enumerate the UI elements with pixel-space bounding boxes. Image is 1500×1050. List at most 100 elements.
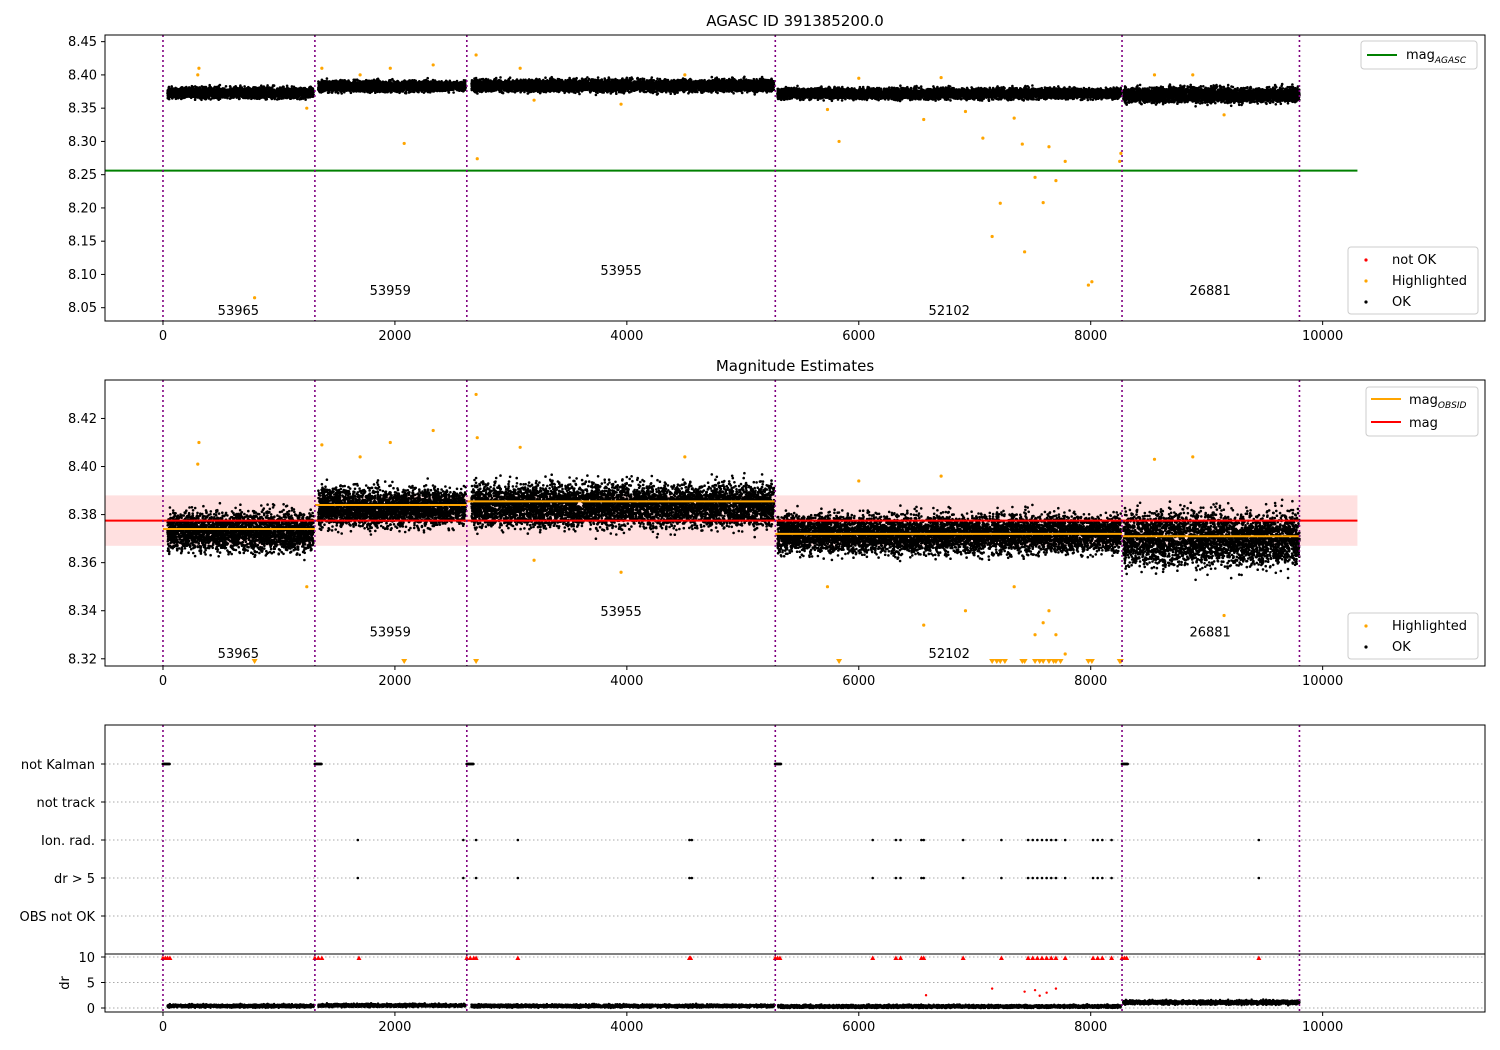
ok-point: [174, 93, 177, 96]
ok-point: [213, 89, 216, 92]
ok-point: [221, 94, 224, 97]
ok-point: [186, 93, 189, 96]
ok-point: [251, 90, 254, 93]
ok-point: [252, 96, 255, 99]
ok-point: [245, 91, 248, 94]
ok-point: [215, 96, 218, 99]
panel-agasc-title: AGASC ID 391385200.0: [706, 12, 884, 30]
ok-point: [182, 92, 185, 95]
ok-point: [225, 85, 228, 88]
ok-point: [229, 85, 232, 88]
ok-point: [298, 98, 301, 101]
ok-point: [234, 91, 237, 94]
ok-point: [309, 95, 312, 98]
ok-point: [311, 95, 314, 98]
ok-point: [257, 94, 260, 97]
ok-point: [279, 95, 282, 98]
ok-point: [207, 92, 210, 95]
ok-point: [293, 86, 296, 89]
ok-point: [303, 90, 306, 93]
ok-point: [171, 96, 174, 99]
ok-point: [188, 91, 191, 94]
ok-point: [273, 93, 276, 96]
ok-point: [181, 97, 184, 100]
ok-point: [243, 96, 246, 99]
ok-point: [234, 85, 237, 88]
ok-point: [215, 86, 218, 89]
ok-point: [305, 93, 308, 96]
ok-point: [282, 96, 285, 99]
ok-point: [277, 88, 280, 91]
ok-point: [302, 97, 305, 100]
ok-point: [200, 93, 203, 96]
ok-point: [249, 90, 252, 93]
ok-point: [264, 94, 267, 97]
ok-point: [246, 95, 249, 98]
ok-point: [302, 95, 305, 98]
ok-point: [194, 98, 197, 101]
ok-point: [197, 88, 200, 91]
ok-point: [238, 97, 241, 100]
ok-point: [292, 97, 295, 100]
ok-point: [178, 96, 181, 99]
ok-point: [197, 91, 200, 94]
ok-point: [279, 86, 282, 89]
ok-point: [277, 92, 280, 95]
ok-point: [192, 91, 195, 94]
ok-point: [243, 88, 246, 91]
ok-point: [270, 89, 273, 92]
ok-point: [285, 95, 288, 98]
ok-point: [275, 91, 278, 94]
ok-point: [301, 89, 304, 92]
ok-point: [272, 84, 275, 87]
ok-point: [266, 98, 269, 101]
ok-point: [253, 86, 256, 89]
ok-point: [232, 91, 235, 94]
ok-point: [194, 94, 197, 97]
ok-point: [242, 93, 245, 96]
ok-point: [303, 87, 306, 90]
ok-point: [259, 90, 262, 93]
ok-point: [306, 88, 309, 91]
ok-point: [197, 96, 200, 99]
ok-point: [168, 86, 171, 89]
ok-point: [238, 95, 241, 98]
panel-agasc: AGASC ID 391385200.0 0 2000 4000 6000 8000 10…: [68, 12, 1485, 344]
ok-point: [249, 95, 252, 98]
ok-point: [219, 84, 222, 87]
ok-point: [286, 93, 289, 96]
ok-point: [167, 97, 170, 100]
ok-point: [194, 85, 197, 88]
ok-point: [284, 89, 287, 92]
ok-point: [289, 91, 292, 94]
ok-point: [230, 96, 233, 99]
ok-point: [231, 88, 234, 91]
ok-point: [174, 89, 177, 92]
ok-point: [202, 87, 205, 90]
panel-agasc-data: [105, 35, 1357, 321]
ok-point: [282, 86, 285, 89]
ok-point: [170, 92, 173, 95]
ok-point: [243, 85, 246, 88]
ok-point: [177, 92, 180, 95]
ok-point: [260, 84, 263, 87]
ok-point: [236, 89, 239, 92]
ok-point: [296, 98, 299, 101]
ok-point: [231, 94, 234, 97]
ok-point: [263, 87, 266, 90]
ok-point: [289, 96, 292, 99]
ok-point: [204, 92, 207, 95]
ok-point: [185, 88, 188, 91]
ok-point: [180, 94, 183, 97]
ok-point: [207, 89, 210, 92]
ok-point: [311, 89, 314, 92]
ok-point: [224, 95, 227, 98]
ok-point: [226, 92, 229, 95]
ok-point: [223, 91, 226, 94]
ok-point: [166, 92, 169, 95]
ok-point: [215, 91, 218, 94]
ok-point: [269, 95, 272, 98]
ok-point: [304, 98, 307, 101]
ok-point: [261, 96, 264, 99]
